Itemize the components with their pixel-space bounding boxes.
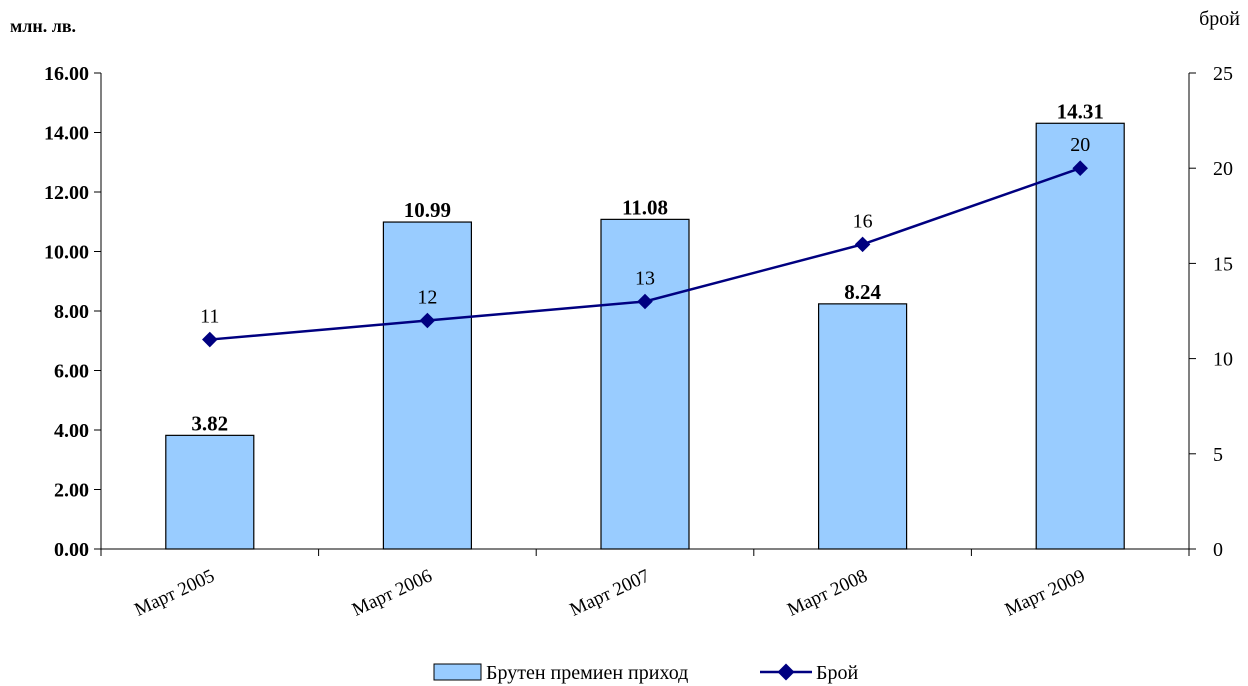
- line-data-label: 12: [417, 287, 437, 309]
- y-tick-label-left: 12.00: [44, 182, 89, 204]
- line-point: [202, 331, 218, 348]
- x-tick-label: Март 2008: [784, 565, 870, 620]
- y-axis-right: 0 5 10 15 20 25: [1188, 63, 1233, 561]
- bar-series: 3.82 10.99 11.08 8.24 14.31: [165, 99, 1125, 550]
- bar-data-label: 11.08: [622, 195, 668, 219]
- bar: [1035, 122, 1125, 550]
- legend-swatch-bar: [433, 663, 482, 681]
- bar-data-label: 14.31: [1057, 99, 1104, 123]
- x-tick-label: Март 2009: [1002, 565, 1088, 620]
- y-axis-left-title: млн. лв.: [10, 16, 76, 36]
- y-tick-label-right: 15: [1213, 253, 1233, 275]
- y-tick-label-left: 16.00: [44, 63, 89, 85]
- bar-data-label: 8.24: [844, 280, 881, 304]
- y-tick-label-right: 10: [1213, 349, 1233, 371]
- bar-data-label: 3.82: [191, 411, 228, 435]
- line-data-label: 16: [853, 210, 873, 232]
- y-tick-label-right: 20: [1213, 158, 1233, 180]
- x-tick-label: Март 2005: [131, 565, 217, 620]
- bar-data-label: 10.99: [404, 198, 451, 222]
- y-tick-label-right: 25: [1213, 63, 1233, 85]
- x-axis: Март 2005 Март 2006 Март 2007 Март 2008 Март…: [100, 548, 1190, 621]
- legend-marker-line: [777, 663, 795, 681]
- x-tick-label: Март 2007: [567, 565, 653, 620]
- line-point: [854, 236, 871, 253]
- bar: [817, 303, 908, 550]
- y-tick-label-left: 4.00: [54, 420, 89, 442]
- y-tick-label-left: 0.00: [54, 539, 89, 561]
- x-tick-label: Март 2006: [349, 565, 435, 620]
- y-tick-label-right: 5: [1213, 444, 1223, 466]
- y-tick-label-left: 14.00: [44, 123, 89, 145]
- y-tick-label-left: 10.00: [44, 242, 89, 264]
- y-tick-label-left: 8.00: [54, 301, 89, 323]
- y-tick-label-left: 2.00: [54, 480, 89, 502]
- legend: Брутен премиен приход Брой: [433, 662, 858, 684]
- bar: [600, 218, 690, 550]
- line-data-label: 13: [635, 267, 655, 289]
- y-axis-left: 0.00 2.00 4.00 6.00 8.00 10.00 12.00 14.00 16.00: [44, 63, 102, 561]
- legend-label-line: Брой: [816, 662, 858, 684]
- y-axis-right-title: брой: [1199, 8, 1240, 30]
- legend-label-bar: Брутен премиен приход: [486, 662, 688, 684]
- line-data-label: 11: [200, 306, 219, 328]
- bar: [165, 434, 255, 550]
- bar: [382, 221, 472, 550]
- line-point: [1072, 160, 1088, 176]
- line-data-label: 20: [1070, 134, 1090, 156]
- y-tick-label-left: 6.00: [54, 361, 89, 383]
- y-tick-label-right: 0: [1213, 539, 1223, 561]
